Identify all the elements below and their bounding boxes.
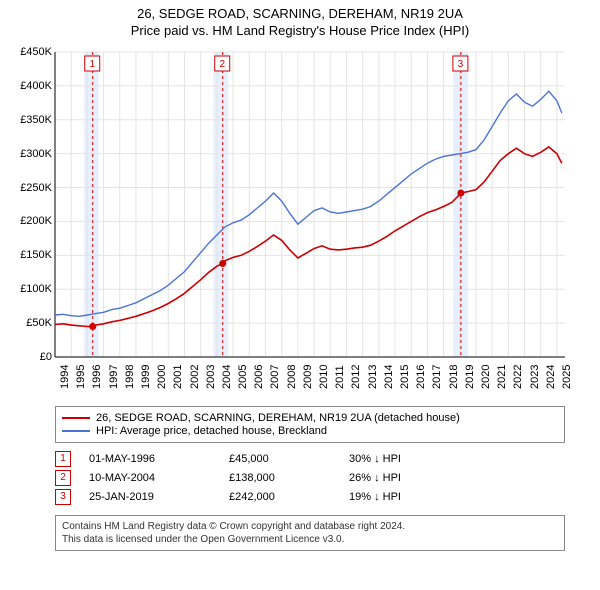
x-tick-label: 2002 (189, 365, 201, 389)
x-tick-label: 2018 (448, 365, 460, 389)
sale-price: £242,000 (229, 491, 349, 503)
legend-swatch (62, 430, 90, 432)
x-tick-label: 1995 (75, 365, 87, 389)
footer-line2: This data is licensed under the Open Gov… (62, 533, 558, 546)
x-tick-label: 2011 (334, 365, 346, 389)
y-tick-label: £450K (20, 46, 52, 58)
y-tick-label: £250K (20, 182, 52, 194)
legend-item: 26, SEDGE ROAD, SCARNING, DEREHAM, NR19 … (62, 412, 558, 424)
sale-marker: 2 (55, 470, 71, 486)
sale-row: 3 25-JAN-2019£242,00019% ↓ HPI (55, 489, 565, 505)
footer-line1: Contains HM Land Registry data © Crown c… (62, 520, 558, 533)
x-tick-label: 2021 (496, 365, 508, 389)
x-tick-label: 2004 (221, 365, 233, 389)
y-tick-label: £350K (20, 114, 52, 126)
sale-date: 25-JAN-2019 (89, 491, 229, 503)
chart-container: 26, SEDGE ROAD, SCARNING, DEREHAM, NR19 … (0, 0, 600, 551)
x-tick-label: 2006 (253, 365, 265, 389)
chart-svg: 1 2 3 (0, 42, 600, 402)
header: 26, SEDGE ROAD, SCARNING, DEREHAM, NR19 … (0, 0, 600, 42)
sale-date: 10-MAY-2004 (89, 472, 229, 484)
x-tick-label: 2013 (367, 365, 379, 389)
y-tick-label: £200K (20, 215, 52, 227)
y-tick-label: £150K (20, 249, 52, 261)
sale-date: 01-MAY-1996 (89, 453, 229, 465)
y-tick-label: £0 (40, 351, 52, 363)
x-tick-label: 2005 (237, 365, 249, 389)
x-tick-label: 2025 (561, 365, 573, 389)
x-tick-label: 2000 (156, 365, 168, 389)
footer: Contains HM Land Registry data © Crown c… (55, 515, 565, 551)
chart-title: 26, SEDGE ROAD, SCARNING, DEREHAM, NR19 … (0, 6, 600, 21)
svg-text:2: 2 (219, 59, 225, 70)
sale-row: 2 10-MAY-2004£138,00026% ↓ HPI (55, 470, 565, 486)
x-tick-label: 2008 (286, 365, 298, 389)
x-tick-label: 2019 (464, 365, 476, 389)
sale-price: £138,000 (229, 472, 349, 484)
svg-text:1: 1 (89, 59, 95, 70)
x-tick-label: 2012 (350, 365, 362, 389)
legend-item: HPI: Average price, detached house, Brec… (62, 425, 558, 437)
x-tick-label: 2016 (415, 365, 427, 389)
legend-label: 26, SEDGE ROAD, SCARNING, DEREHAM, NR19 … (96, 412, 460, 424)
svg-text:3: 3 (458, 59, 464, 70)
x-tick-label: 2003 (205, 365, 217, 389)
sale-delta: 30% ↓ HPI (349, 453, 401, 465)
x-tick-label: 2001 (172, 365, 184, 389)
x-tick-label: 1999 (140, 365, 152, 389)
x-tick-label: 2007 (269, 365, 281, 389)
chart-subtitle: Price paid vs. HM Land Registry's House … (0, 23, 600, 38)
legend: 26, SEDGE ROAD, SCARNING, DEREHAM, NR19 … (55, 406, 565, 443)
x-tick-label: 2014 (383, 365, 395, 389)
sale-marker: 1 (55, 451, 71, 467)
chart-area: 1 2 3 £0 £50K £100K £150K £200K £250K £300K £350K… (0, 42, 600, 402)
sale-marker: 3 (55, 489, 71, 505)
sale-row: 1 01-MAY-1996£45,00030% ↓ HPI (55, 451, 565, 467)
sale-price: £45,000 (229, 453, 349, 465)
x-tick-label: 1996 (91, 365, 103, 389)
y-tick-label: £100K (20, 283, 52, 295)
x-tick-label: 1994 (59, 365, 71, 389)
x-tick-label: 2024 (545, 365, 557, 389)
y-tick-label: £50K (26, 317, 52, 329)
y-tick-label: £400K (20, 80, 52, 92)
x-tick-label: 2017 (431, 365, 443, 389)
legend-label: HPI: Average price, detached house, Brec… (96, 425, 327, 437)
y-tick-label: £300K (20, 148, 52, 160)
x-tick-label: 2023 (529, 365, 541, 389)
x-tick-label: 2015 (399, 365, 411, 389)
sales-table: 1 01-MAY-1996£45,00030% ↓ HPI 2 10-MAY-2004… (55, 451, 565, 505)
sale-delta: 19% ↓ HPI (349, 491, 401, 503)
x-tick-label: 1998 (124, 365, 136, 389)
x-tick-label: 1997 (108, 365, 120, 389)
legend-swatch (62, 417, 90, 419)
x-tick-label: 2020 (480, 365, 492, 389)
sale-delta: 26% ↓ HPI (349, 472, 401, 484)
x-tick-label: 2009 (302, 365, 314, 389)
x-tick-label: 2010 (318, 365, 330, 389)
x-tick-label: 2022 (512, 365, 524, 389)
